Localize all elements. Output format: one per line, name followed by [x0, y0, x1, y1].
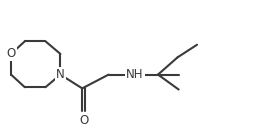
Text: NH: NH — [126, 68, 144, 81]
Text: O: O — [79, 114, 88, 127]
Text: N: N — [56, 68, 65, 81]
Text: O: O — [6, 47, 16, 60]
